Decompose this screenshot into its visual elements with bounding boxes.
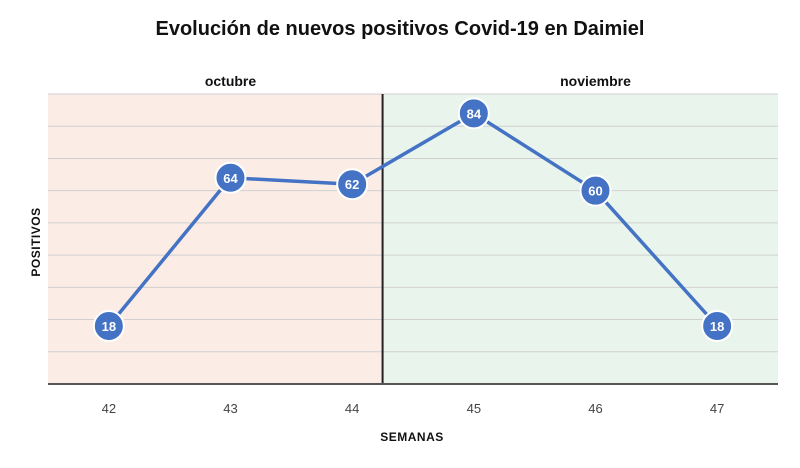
data-label: 18 [102, 319, 116, 334]
data-point [701, 310, 734, 342]
x-tick-label: 47 [710, 401, 724, 416]
x-tick-label: 42 [102, 401, 116, 416]
x-tick-label: 45 [467, 401, 481, 416]
data-point [214, 161, 247, 194]
data-label: 60 [588, 184, 602, 199]
data-label: 18 [710, 319, 724, 334]
data-label: 84 [467, 106, 482, 121]
band-octubre [48, 94, 383, 384]
data-point [336, 168, 369, 201]
x-tick-label: 46 [588, 401, 602, 416]
data-label: 62 [345, 177, 359, 192]
data-point [579, 174, 612, 207]
x-tick-label: 44 [345, 401, 359, 416]
data-point [92, 310, 125, 342]
data-label: 64 [223, 171, 238, 186]
band-label-octubre: octubre [205, 73, 257, 89]
x-axis-label: SEMANAS [380, 430, 444, 444]
y-axis-label: POSITIVOS [29, 207, 43, 276]
x-tick-label: 43 [223, 401, 237, 416]
data-point [457, 97, 490, 130]
band-label-noviembre: noviembre [560, 73, 631, 89]
chart-title: Evolución de nuevos positivos Covid-19 e… [155, 18, 645, 40]
series-line [107, 111, 719, 328]
